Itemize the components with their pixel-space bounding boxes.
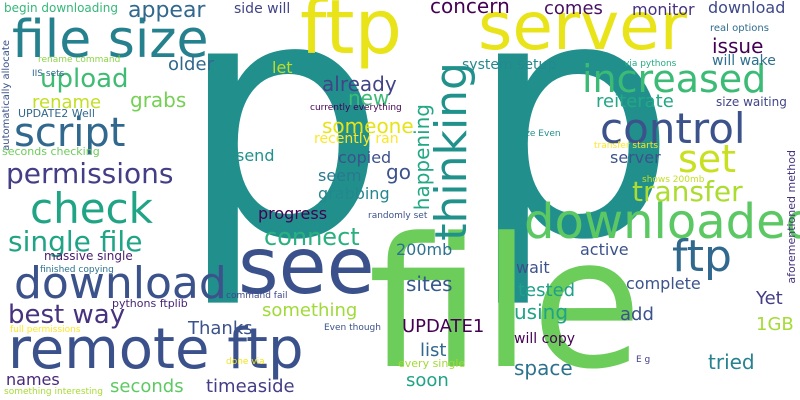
word-appear: appear <box>128 0 205 22</box>
word-currently-everything: currently everything <box>310 104 402 113</box>
word-side-will: side will <box>234 2 290 16</box>
word-copied: copied <box>338 150 391 166</box>
word-go: go <box>386 162 411 182</box>
word-progress: progress <box>258 206 327 222</box>
word-set: set <box>678 140 736 178</box>
word-system-setup: system setup <box>462 58 556 72</box>
word-grabbing: grabbing <box>318 186 390 202</box>
word-tried: tried <box>708 352 755 372</box>
word-shows-200mb: shows 200mb <box>642 176 704 185</box>
word-connect: connect <box>264 225 360 249</box>
word-add: add <box>620 306 654 324</box>
word-update2-well: UPDATE2 Well <box>18 108 95 119</box>
word-full-permissions: full permissions <box>10 326 81 335</box>
word-size-even: size Even <box>518 130 561 139</box>
word-download-2: download <box>708 0 785 16</box>
word-check: check <box>30 188 153 230</box>
word-begin-downloading: begin downloading <box>4 2 118 14</box>
word-finished-copying: finished copying <box>40 266 114 275</box>
word-even-though: Even though <box>324 324 381 333</box>
word-complete: complete <box>626 276 701 292</box>
word-names: names <box>6 372 60 388</box>
word-seconds: seconds <box>110 378 184 396</box>
word-something-interesting: something interesting <box>4 388 103 397</box>
word-reiterate: reiterate <box>596 93 674 111</box>
word-older: older <box>168 56 214 74</box>
word-comes: comes <box>544 0 603 18</box>
word-iis-sets: IIS sets <box>32 70 64 79</box>
word-grabs: grabs <box>130 90 186 110</box>
word-yet: Yet <box>756 290 783 308</box>
word-done-via: done via <box>226 358 265 367</box>
word-pythons-ftplib: pythons ftplib <box>112 298 188 309</box>
word-concern: concern <box>430 0 510 16</box>
word-will-copy: will copy <box>514 332 575 346</box>
word-let: let <box>272 60 293 76</box>
word-update1: UPDATE1 <box>402 318 484 336</box>
word-wait: wait <box>516 260 550 276</box>
word-server-2: server <box>610 150 661 166</box>
word-via-pythons: via pythons <box>624 60 676 69</box>
word-something: something <box>262 302 357 320</box>
word-will-wake: will wake <box>712 54 776 68</box>
word-200mb: 200mb <box>396 242 452 258</box>
word-space: space <box>514 358 573 378</box>
word-command-fail: command fail <box>226 292 287 301</box>
word-recently-ran: recently ran <box>314 132 399 146</box>
word-seem: seem <box>318 168 362 184</box>
word-send: send <box>236 148 274 164</box>
word-happening: happening <box>412 104 432 210</box>
word-ftp-2: ftp <box>672 235 732 279</box>
word-permissions: permissions <box>6 160 174 188</box>
word-sites: sites <box>406 274 453 294</box>
word-size-waiting: size waiting <box>716 96 787 108</box>
word-using: using <box>514 302 568 322</box>
word-automatically-allocate: automatically allocate <box>2 40 12 151</box>
word-active: active <box>580 242 629 258</box>
word-randomly-set: randomly set <box>368 212 427 221</box>
word-rename-command: rename command <box>38 56 120 65</box>
word-real-options: real options <box>710 24 769 34</box>
word-timeaside: timeaside <box>206 378 295 396</box>
word-monitor: monitor <box>632 2 695 18</box>
word-soon: soon <box>406 372 449 390</box>
word-thanks: Thanks <box>188 320 253 338</box>
word-1gb: 1GB <box>756 316 794 334</box>
word-aforementioned-method: aforementioned method <box>786 150 797 284</box>
word-transfer-starts: transfer starts <box>594 142 658 151</box>
word-ftp: ftp <box>300 0 402 65</box>
word-thinking: thinking <box>430 62 474 241</box>
word-e-g: E g <box>636 356 650 365</box>
word-every-single: every single <box>398 358 465 369</box>
word-massive-single: massive single <box>44 250 133 262</box>
word-seconds-checking: seconds checking <box>2 146 100 157</box>
word-tested: tested <box>518 282 575 300</box>
